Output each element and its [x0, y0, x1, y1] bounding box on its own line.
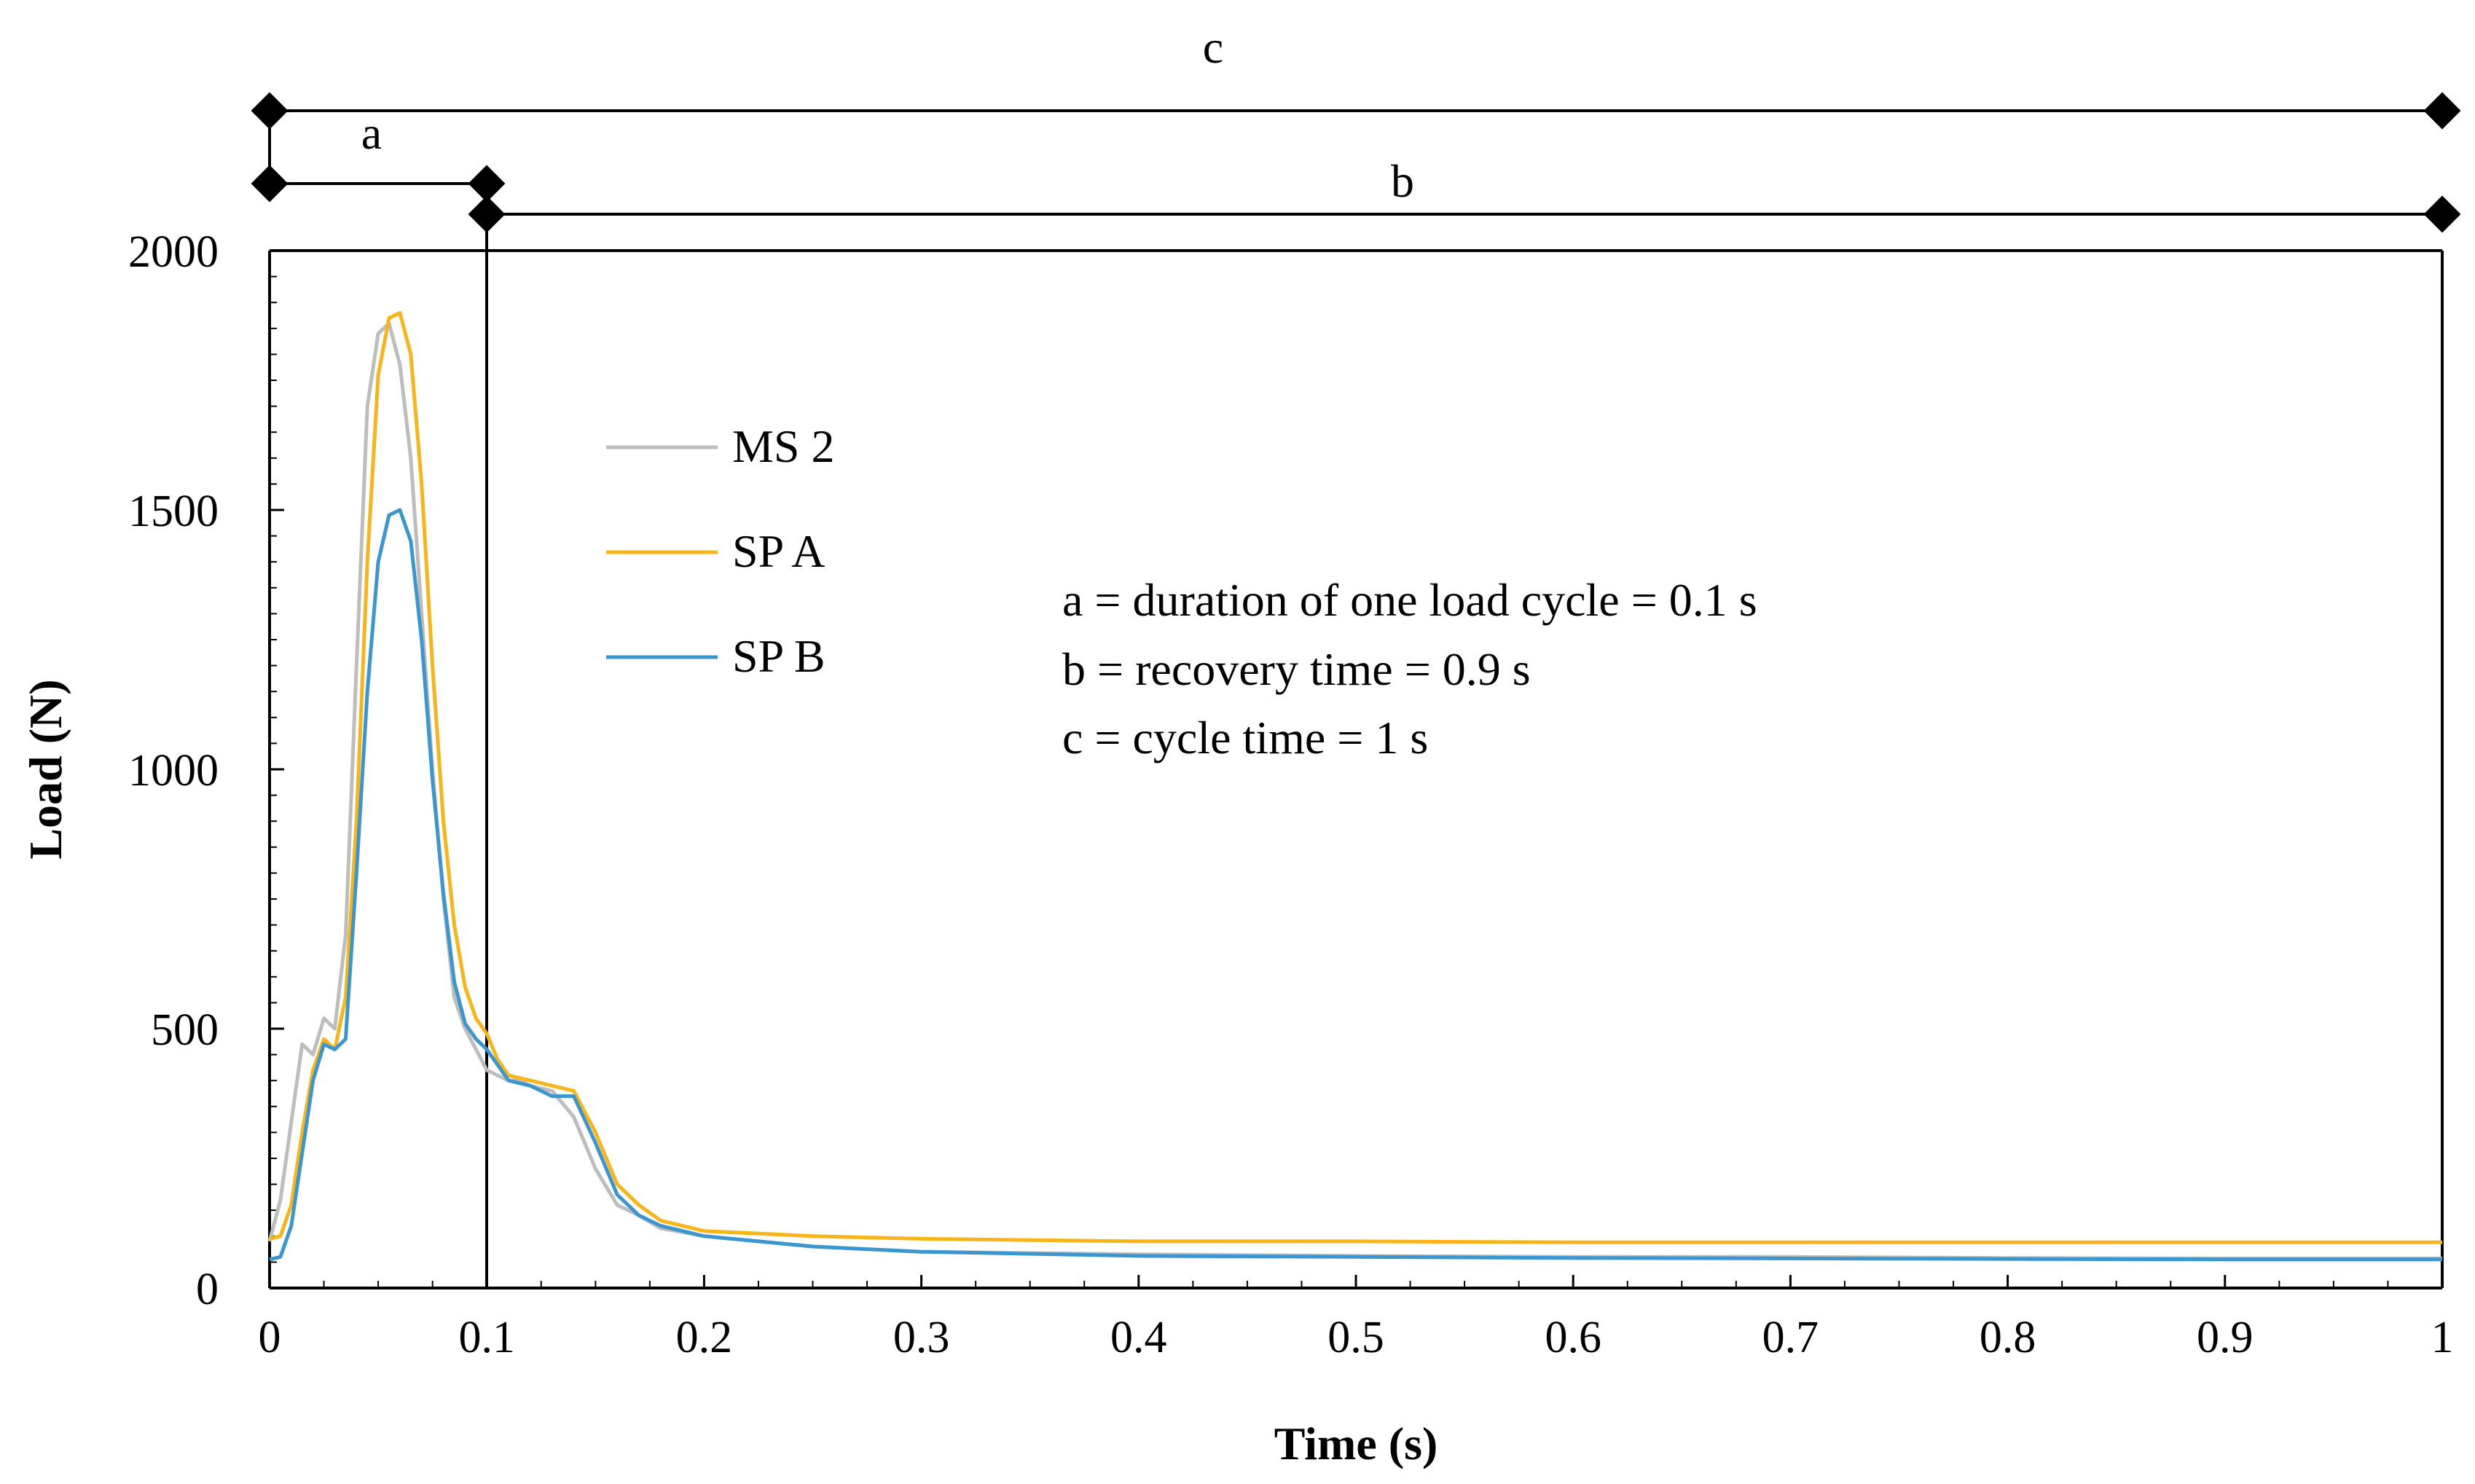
bracket-b-end-marker [2423, 195, 2461, 233]
y-tick-label-2000: 2000 [128, 227, 219, 277]
bracket-b: b [468, 155, 2461, 233]
series-line-sp-b [269, 508, 2442, 1262]
bracket-c: c [251, 21, 2461, 175]
x-axis-ticks: 0 0.1 0.2 0.3 0.4 0.5 0.6 0.7 0.8 0.9 1 [259, 1275, 2454, 1362]
bracket-c-label: c [1203, 21, 1223, 73]
x-tick-label-0-1: 0.1 [458, 1313, 515, 1362]
bracket-a: a [251, 107, 506, 203]
bracket-a-start-marker [251, 165, 289, 203]
annotation-c: c = cycle time = 1 s [1062, 712, 1428, 763]
minor-ticks [270, 275, 2389, 1288]
bracket-c-start-marker [251, 92, 289, 130]
y-axis-title: Load (N) [20, 679, 71, 859]
legend: MS 2 SP A SP B [606, 420, 835, 682]
annotation-a: a = duration of one load cycle = 0.1 s [1062, 574, 1757, 626]
legend-label-sp-a: SP A [732, 525, 825, 577]
y-tick-label-500: 500 [151, 1005, 219, 1055]
x-tick-label-0-4: 0.4 [1110, 1313, 1167, 1362]
x-tick-label-0: 0 [259, 1313, 281, 1362]
x-tick-label-0-6: 0.6 [1545, 1313, 1601, 1362]
series-line-ms-2 [267, 321, 2442, 1260]
x-tick-label-0-7: 0.7 [1762, 1313, 1819, 1362]
bracket-b-label: b [1391, 155, 1414, 207]
x-tick-label-0-8: 0.8 [1980, 1313, 2036, 1362]
x-tick-label-1: 1 [2431, 1313, 2454, 1362]
x-tick-label-0-5: 0.5 [1327, 1313, 1384, 1362]
x-tick-label-0-2: 0.2 [676, 1313, 733, 1362]
series-line-sp-a [269, 310, 2442, 1244]
y-tick-label-1500: 1500 [128, 487, 219, 536]
legend-label-sp-b: SP B [732, 630, 825, 682]
x-axis-title: Time (s) [1274, 1418, 1438, 1469]
bracket-a-label: a [361, 107, 382, 159]
annotation-b: b = recovery time = 0.9 s [1062, 643, 1531, 695]
y-tick-label-0: 0 [196, 1265, 219, 1314]
y-axis-ticks: 0 500 1000 1500 2000 [128, 227, 284, 1314]
bracket-b-start-marker [468, 195, 506, 233]
x-tick-label-0-9: 0.9 [2197, 1313, 2254, 1362]
legend-label-ms-2: MS 2 [732, 420, 835, 472]
x-tick-label-0-3: 0.3 [893, 1313, 950, 1362]
y-tick-label-1000: 1000 [128, 746, 219, 796]
bracket-c-end-marker [2423, 92, 2461, 130]
bracket-a-end-marker [468, 165, 506, 203]
